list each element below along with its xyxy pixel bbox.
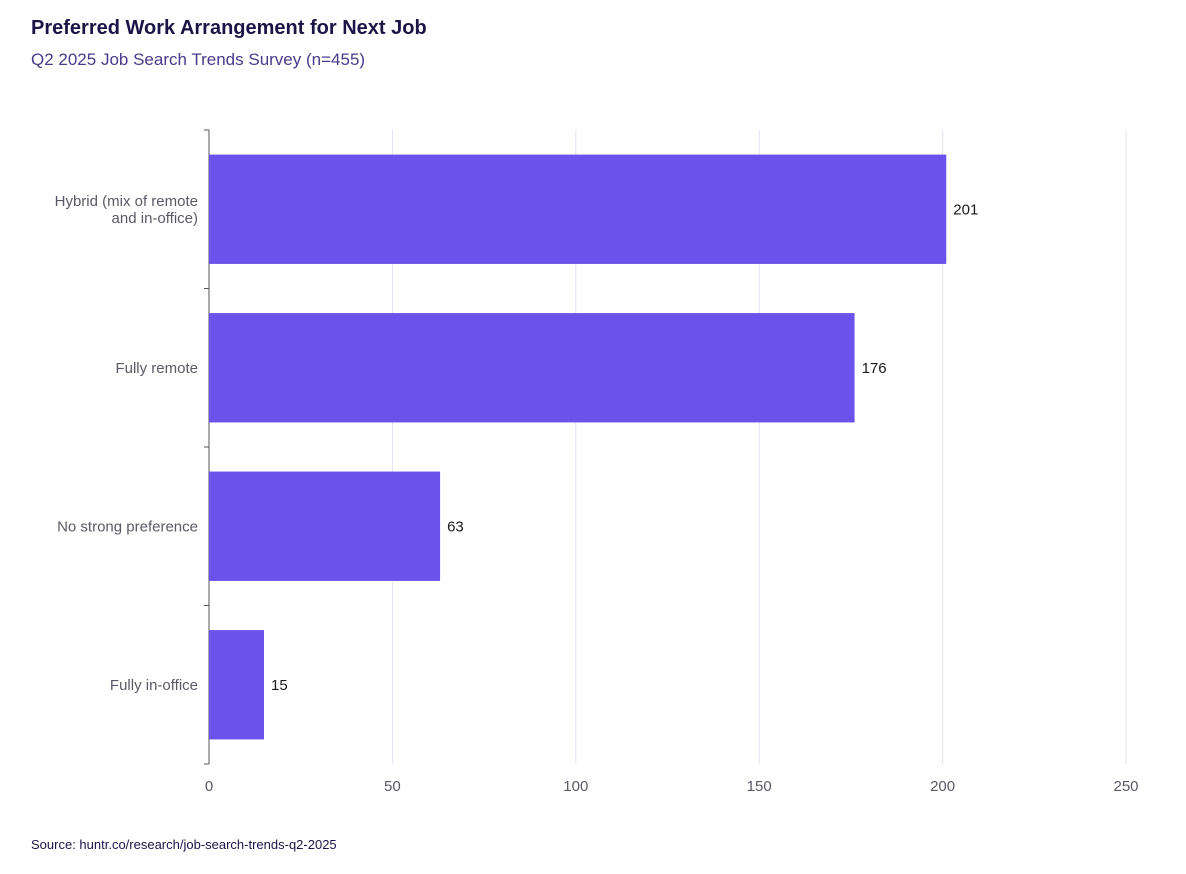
category-label: No strong preference: [57, 518, 198, 535]
category-label: Fully remote: [115, 360, 198, 377]
bar: [209, 154, 947, 264]
bar: [209, 630, 265, 740]
bar-layer: [209, 154, 947, 740]
data-label: 15: [271, 677, 288, 694]
x-tick-label: 50: [384, 778, 401, 795]
bar: [209, 471, 441, 581]
x-tick-label: 250: [1113, 778, 1138, 795]
category-label: Hybrid (mix of remote: [55, 193, 198, 210]
data-label: 176: [862, 360, 887, 377]
chart-title: Preferred Work Arrangement for Next Job: [31, 17, 427, 39]
x-tick-label: 100: [563, 778, 588, 795]
data-label: 63: [447, 518, 464, 535]
bar: [209, 313, 855, 423]
category-label: and in-office): [112, 210, 198, 227]
category-label: Fully in-office: [110, 677, 198, 694]
source-note: Source: huntr.co/research/job-search-tre…: [31, 837, 337, 852]
x-tick-label: 150: [747, 778, 772, 795]
chart-subtitle: Q2 2025 Job Search Trends Survey (n=455): [31, 50, 366, 69]
data-label: 201: [953, 201, 978, 218]
x-tick-label: 200: [930, 778, 955, 795]
x-tick-label: 0: [205, 778, 213, 795]
axis-layer: 0 50 100 150 200 250: [204, 129, 1139, 795]
